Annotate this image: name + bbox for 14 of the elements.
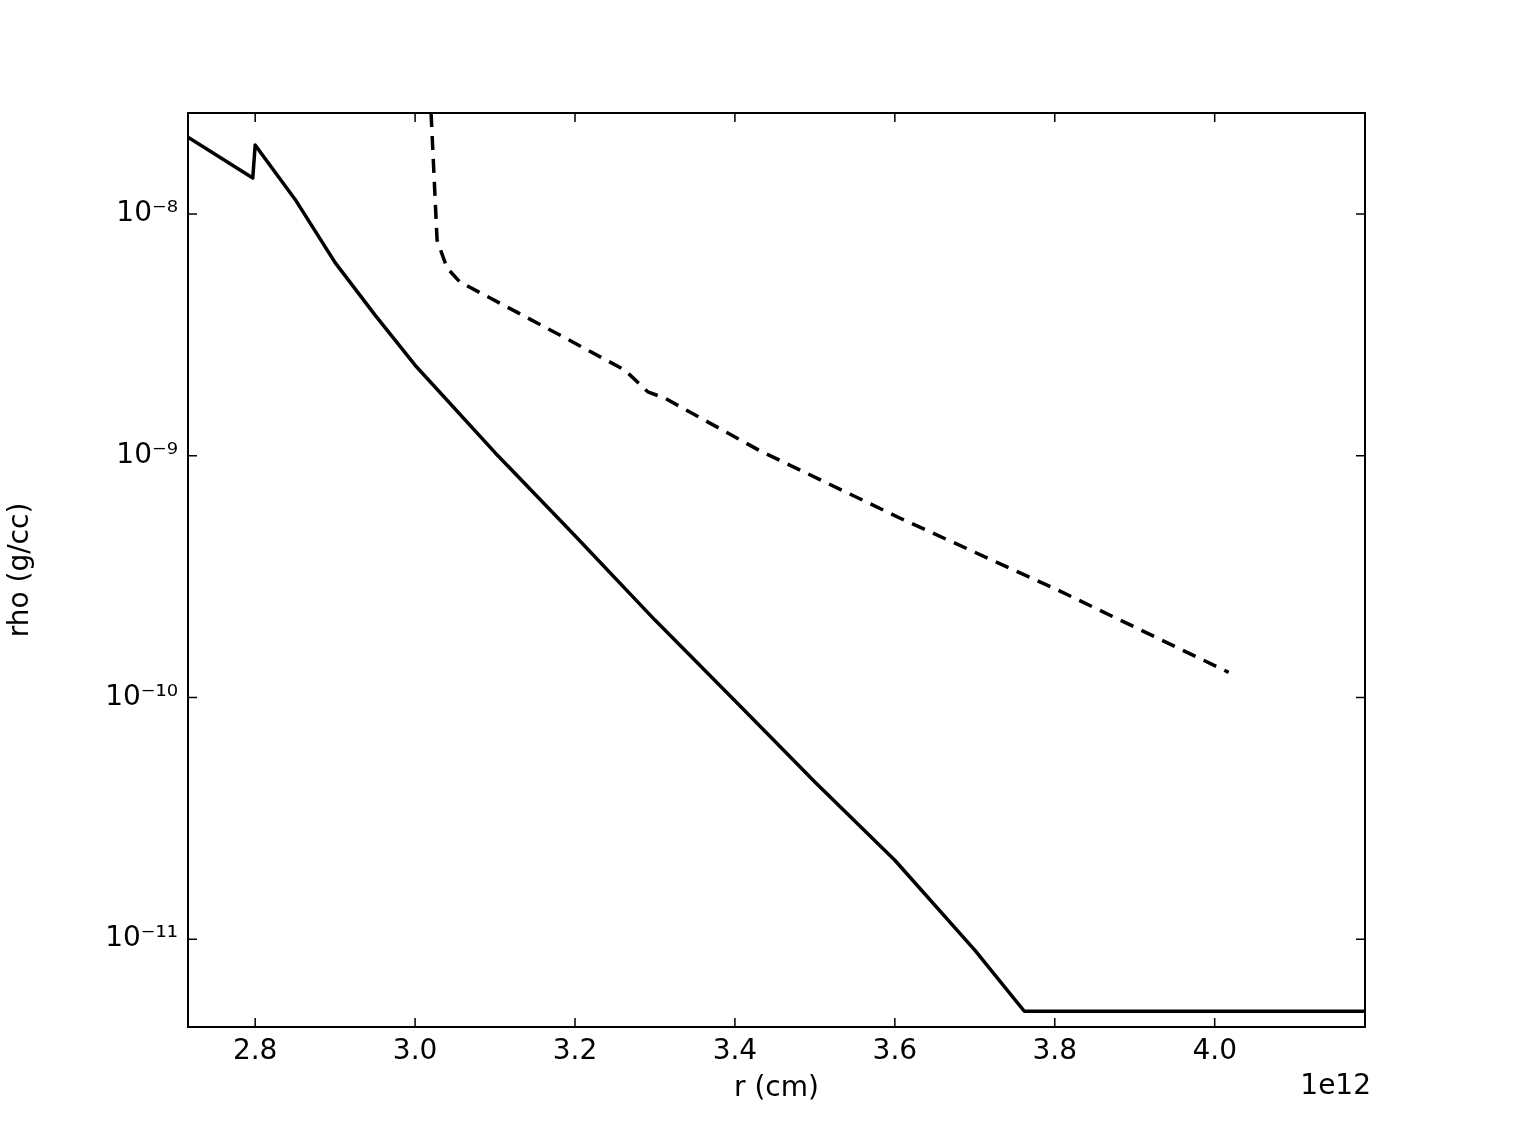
y-tick-label: 10⁻¹¹ [105,920,178,954]
x-tick-label: 2.8 [232,1033,278,1067]
x-tick-label: 4.0 [1192,1033,1237,1067]
x-tick-label: 3.2 [552,1033,598,1067]
y-tick-label: 10⁻⁸ [116,195,178,229]
x-tick-label: 3.6 [872,1033,918,1067]
x-tick-label: 3.4 [712,1033,758,1067]
x-tick-label: 3.0 [392,1033,438,1067]
x-tick-label: 3.8 [1032,1033,1078,1067]
y-tick-label: 10⁻⁹ [116,437,178,471]
x-axis-title: r (cm) [734,1070,819,1104]
text: 1e12 [1300,1068,1371,1102]
y-axis-title: rho (g/cc) [2,502,36,638]
y-tick-label: 10⁻¹⁰ [105,678,178,712]
